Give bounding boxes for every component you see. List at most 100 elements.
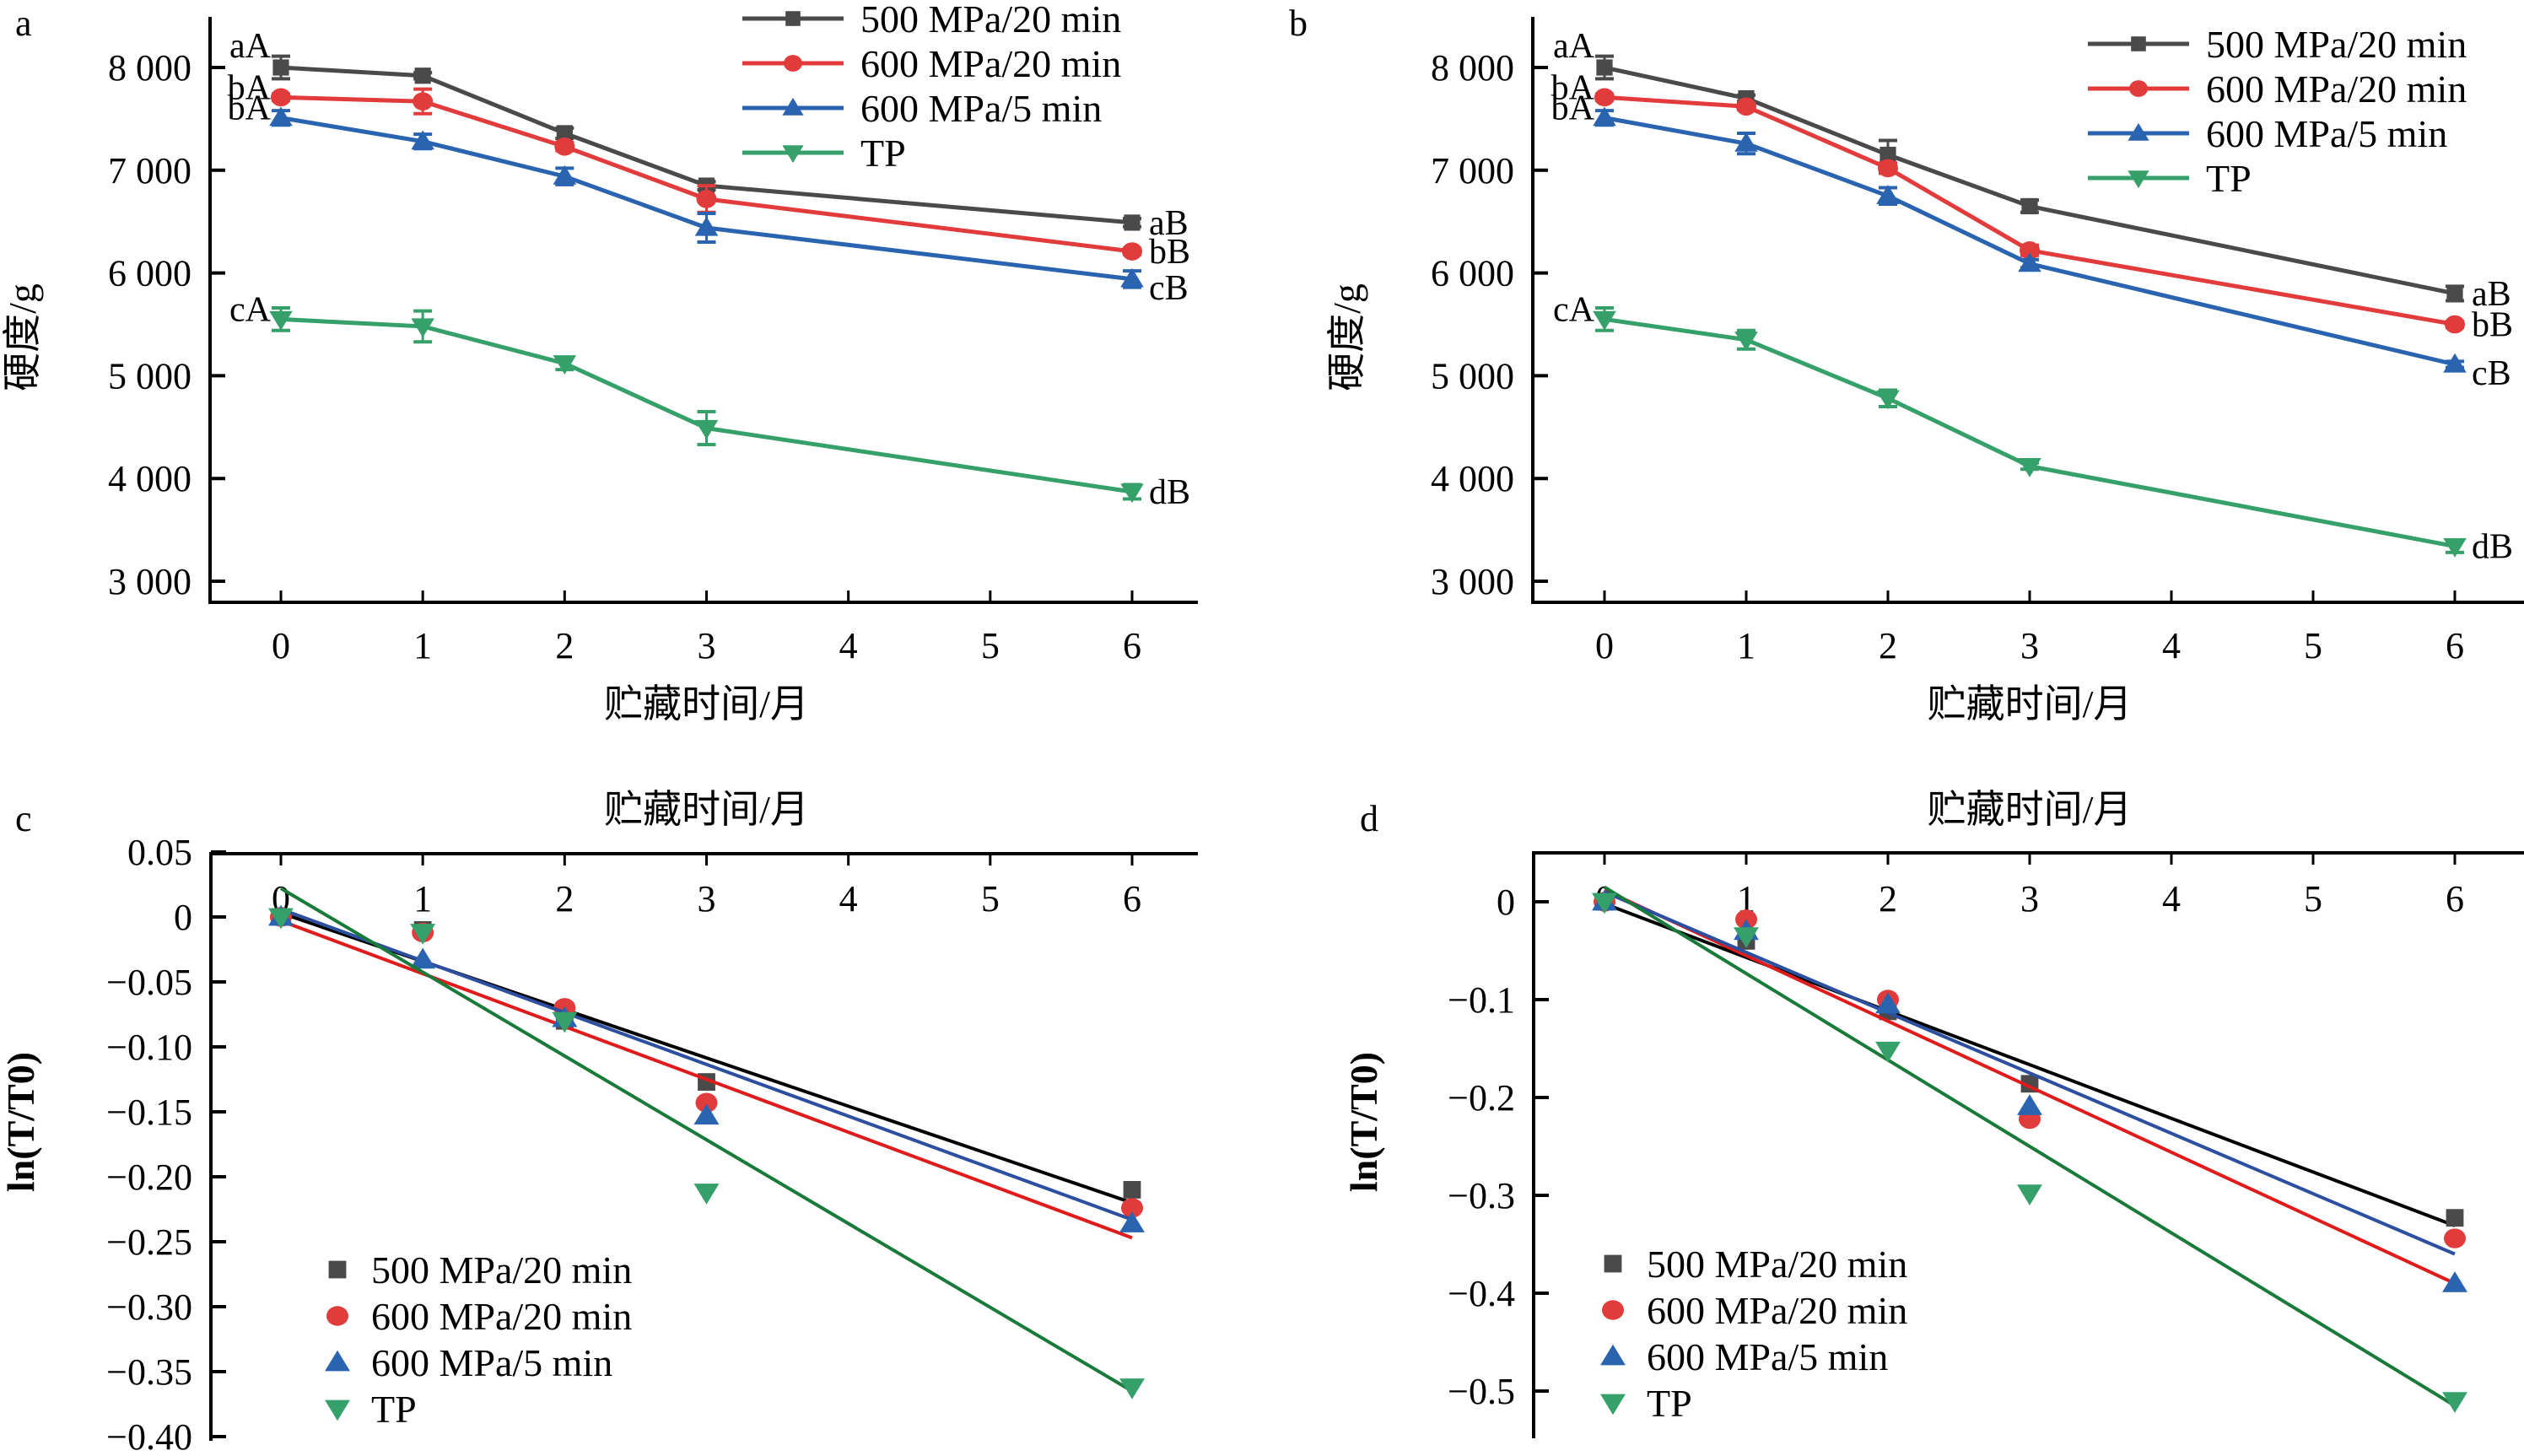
y-tick-label: 0 — [1497, 882, 1515, 923]
data-point — [1875, 1041, 1901, 1063]
y-axis-label: ln(T/T0) — [0, 1052, 42, 1192]
y-axis-label: 硬度/g — [1, 283, 44, 391]
legend-marker — [2128, 122, 2149, 141]
significance-label-start: bA — [228, 68, 272, 107]
significance-label-end: bB — [2472, 306, 2513, 345]
x-tick-label: 6 — [2446, 625, 2464, 666]
x-tick-label: 5 — [2304, 878, 2322, 919]
significance-label-start: cA — [229, 290, 272, 329]
data-point — [1734, 332, 1758, 351]
x-tick-label: 1 — [1737, 878, 1755, 919]
panel-letter: a — [15, 3, 32, 44]
data-point — [2443, 537, 2467, 558]
data-point — [2442, 1392, 2467, 1413]
x-tick-label: 6 — [1123, 878, 1141, 919]
data-point — [411, 318, 434, 338]
data-point — [1120, 483, 1144, 504]
significance-label-end: dB — [2472, 528, 2513, 567]
legend-marker — [1600, 1394, 1626, 1416]
legend-marker — [328, 1260, 347, 1279]
legend-marker — [784, 55, 802, 72]
data-point — [2444, 1228, 2466, 1248]
data-point — [693, 1184, 720, 1205]
x-tick-label: 1 — [1737, 625, 1755, 666]
panel-c: c0 1 2 3 4 5 60.050−0.05−0.10−0.15−0.20−0.25−0… — [0, 788, 1198, 1456]
series-3: cA dB — [229, 290, 1190, 512]
x-tick-label: 5 — [981, 878, 1000, 919]
legend-label: 600 MPa/20 min — [1647, 1289, 1907, 1332]
legend-marker — [2128, 170, 2149, 189]
panel-letter: d — [1360, 798, 1378, 839]
legend-item: 500 MPa/20 min — [2088, 23, 2467, 66]
legend-item: TP — [742, 132, 906, 175]
legend-item: TP — [1600, 1382, 1692, 1425]
legend-label: 600 MPa/20 min — [2206, 67, 2467, 111]
data-point — [2446, 1209, 2464, 1227]
x-tick-label: 4 — [839, 878, 858, 919]
series-1: bA bB — [1551, 68, 2513, 344]
data-point — [1120, 267, 1144, 288]
legend-label: 600 MPa/20 min — [371, 1295, 632, 1338]
legend-marker — [326, 1306, 348, 1326]
fit-line — [279, 887, 1134, 1393]
data-point — [1880, 146, 1896, 164]
series-1: bA bB — [228, 68, 1190, 272]
y-tick-label: 6 000 — [108, 253, 191, 294]
y-tick-label: −0.2 — [1448, 1077, 1515, 1119]
x-tick-label: 0 — [1595, 625, 1614, 666]
data-point — [411, 130, 434, 150]
data-point — [1592, 892, 1617, 914]
data-point — [693, 1103, 720, 1125]
series-line — [280, 316, 1133, 494]
legend-label: 600 MPa/5 min — [1647, 1335, 1888, 1378]
y-tick-label: 5 000 — [108, 355, 191, 396]
data-point — [1594, 88, 1615, 107]
y-tick-label: −0.40 — [106, 1416, 192, 1456]
y-tick-label: 0 — [174, 897, 192, 938]
panel-b: b 0 1 2 3 4 5 6 3 000 4 000 5 000 6 000 7 000 8 000 贮藏… — [1289, 3, 2524, 725]
data-point — [269, 106, 293, 127]
significance-label-start: bA — [228, 89, 272, 128]
significance-label-end: aB — [1149, 204, 1189, 243]
data-point — [1596, 59, 1613, 76]
legend-marker — [2129, 80, 2148, 97]
data-point — [1875, 992, 1901, 1014]
series-line — [1604, 316, 2456, 549]
significance-label-start: cA — [1553, 290, 1595, 329]
data-point — [553, 355, 577, 375]
data-point — [1734, 132, 1758, 152]
legend-item: TP — [2088, 157, 2252, 200]
legend-label: 500 MPa/20 min — [2206, 23, 2467, 66]
data-point — [552, 1011, 578, 1033]
legend-marker — [325, 1399, 350, 1421]
data-point — [410, 947, 436, 969]
y-tick-label: 8 000 — [108, 47, 191, 89]
y-tick-label: 7 000 — [1431, 150, 1514, 191]
x-tick-label: 2 — [555, 878, 574, 919]
data-point — [2018, 457, 2041, 477]
x-tick-label: 2 — [1879, 625, 1897, 666]
data-point — [696, 190, 717, 208]
y-tick-label: 7 000 — [108, 150, 191, 191]
x-tick-label: 0 — [272, 625, 290, 666]
data-point — [1123, 1181, 1141, 1199]
series-2: bA cB — [1551, 89, 2511, 393]
fit-line — [1604, 890, 2456, 1256]
series-3 — [1592, 885, 2467, 1413]
significance-label-end: dB — [1149, 473, 1190, 512]
legend-item: 600 MPa/20 min — [326, 1295, 632, 1338]
y-tick-label: 6 000 — [1431, 253, 1514, 294]
x-tick-label: 1 — [413, 878, 432, 919]
y-tick-label: −0.05 — [106, 962, 192, 1003]
x-tick-label: 4 — [2162, 625, 2181, 666]
y-tick-label: −0.4 — [1448, 1273, 1515, 1314]
data-point — [414, 67, 431, 84]
legend-label: 600 MPa/5 min — [2206, 112, 2447, 155]
x-tick-label: 3 — [2020, 625, 2039, 666]
x-tick-label: 3 — [698, 625, 716, 666]
data-point — [1876, 185, 1900, 204]
data-point — [694, 216, 719, 236]
series-2 — [268, 904, 1145, 1232]
